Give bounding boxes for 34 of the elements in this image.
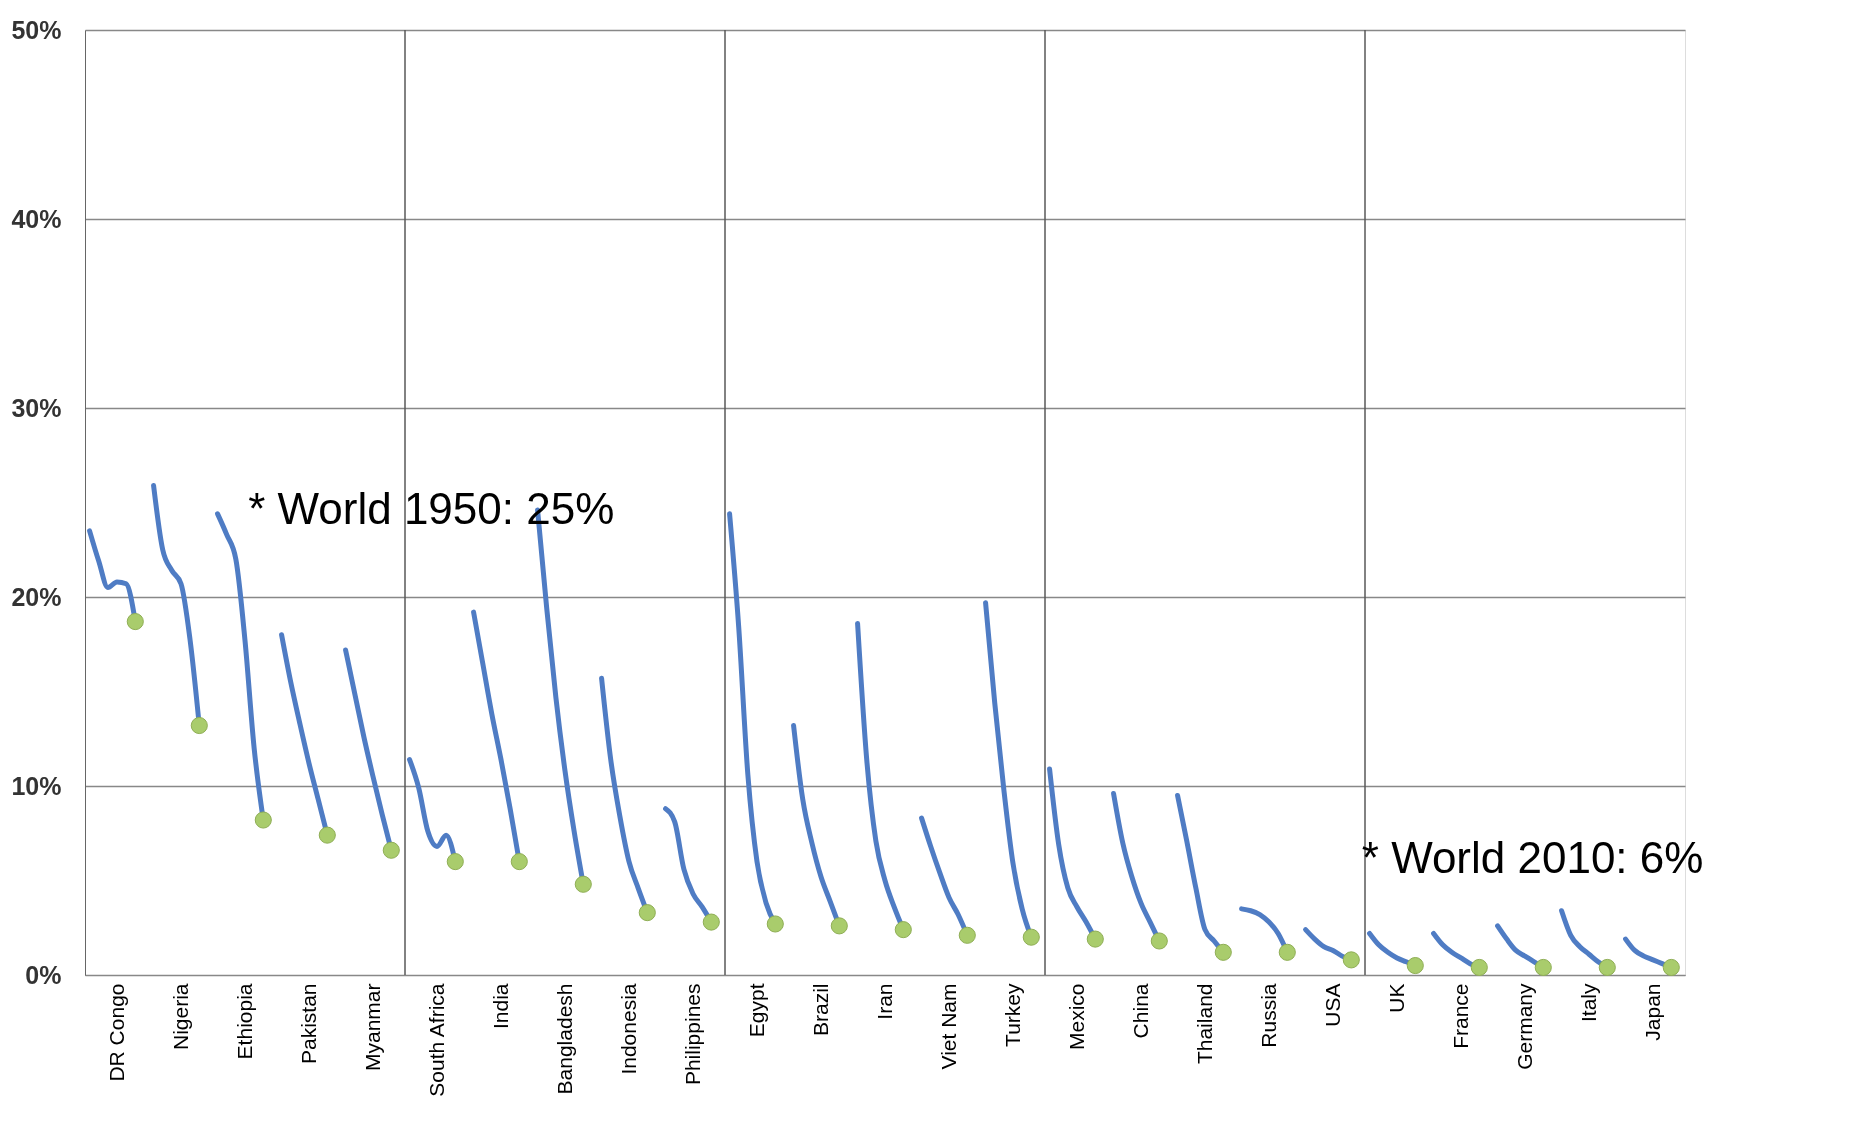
y-tick-label: 0%	[25, 960, 62, 989]
x-tick-label: France	[1448, 983, 1472, 1049]
annotation: * World 1950: 25%	[248, 484, 615, 534]
x-tick-label: USA	[1320, 983, 1344, 1027]
x-tick-label: Brazil	[808, 983, 832, 1037]
x-tick-label: Bangladesh	[552, 983, 576, 1095]
annotation: * World 2010: 6%	[1361, 832, 1704, 882]
x-tick-label: Russia	[1256, 983, 1280, 1048]
x-tick-label: Pakistan	[296, 983, 320, 1065]
x-tick-label: Turkey	[1000, 983, 1024, 1047]
x-tick-label: Egypt	[744, 983, 768, 1038]
x-tick-label: Nigeria	[168, 983, 192, 1051]
y-tick-label: 30%	[11, 393, 62, 422]
x-tick-label: Thailand	[1192, 983, 1216, 1065]
x-tick-label: China	[1128, 983, 1152, 1039]
x-tick-label: Mexico	[1064, 983, 1088, 1051]
point	[1662, 958, 1680, 976]
x-tick-label: Japan	[1640, 983, 1664, 1041]
x-tick-label: Indonesia	[616, 983, 640, 1075]
x-tick-label: DR Congo	[104, 983, 128, 1082]
y-tick-label: 20%	[11, 582, 62, 611]
x-tick-label: Ethiopia	[232, 983, 256, 1060]
x-tick-label: Myanmar	[360, 983, 384, 1072]
x-tick-label: Germany	[1512, 983, 1536, 1070]
x-tick-label: Philippines	[680, 983, 704, 1086]
x-tick-label: Viet Nam	[936, 983, 960, 1070]
y-tick-label: 40%	[11, 204, 62, 233]
x-tick-label: Iran	[872, 983, 896, 1020]
x-tick-label: South Africa	[424, 983, 448, 1097]
y-tick-label: 10%	[11, 771, 62, 800]
x-tick-label: India	[488, 983, 512, 1030]
x-tick-label: Italy	[1576, 983, 1600, 1023]
x-tick-label: UK	[1384, 983, 1408, 1013]
y-tick-label: 50%	[11, 15, 62, 44]
